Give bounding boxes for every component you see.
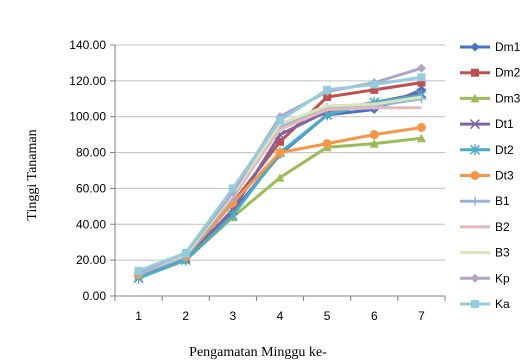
- legend-label: Dm3: [495, 91, 521, 105]
- data-point: [417, 78, 426, 87]
- legend-label: Ka: [495, 297, 510, 311]
- y-tick-label: 0.00: [83, 289, 107, 303]
- legend-label: B3: [495, 246, 510, 260]
- x-tick-label: 4: [277, 309, 284, 323]
- x-axis-title: Pengamatan Minggu ke-: [189, 345, 327, 360]
- x-tick-labels: 1 2 3 4 5 6 7: [135, 309, 425, 323]
- x-tick-label: 3: [230, 309, 237, 323]
- y-tick-label: 120.00: [69, 74, 106, 88]
- legend-marker: [470, 196, 480, 206]
- series-ka: [134, 73, 426, 275]
- legend-label: B1: [495, 194, 510, 208]
- data-point: [227, 209, 238, 221]
- data-point: [134, 266, 143, 275]
- y-axis-title: Tinggi Tanaman: [25, 129, 40, 220]
- data-point: [275, 173, 285, 182]
- y-tick-labels: 0.00 20.00 40.00 60.00 80.00 100.00 120.00 140.…: [69, 38, 106, 303]
- legend-marker: [470, 93, 480, 103]
- legend-marker: [471, 68, 479, 77]
- legend-label: Kp: [495, 271, 510, 285]
- y-tick-label: 60.00: [76, 181, 106, 195]
- legend-label: Dt3: [495, 169, 514, 183]
- legend-item: Dt2: [460, 143, 514, 157]
- legend-marker: [470, 171, 480, 180]
- series-group: [133, 63, 427, 284]
- legend-item: Ka: [460, 297, 510, 311]
- x-tick-label: 6: [371, 309, 378, 323]
- legend-label: Dt2: [495, 143, 514, 157]
- legend-item: B3: [460, 246, 510, 260]
- y-tick-label: 140.00: [69, 38, 106, 52]
- data-point: [323, 92, 332, 101]
- data-point: [228, 184, 237, 193]
- data-point: [323, 85, 332, 94]
- data-point: [181, 248, 190, 257]
- legend: Dm1 Dm2 Dm3 Dt1 Dt2 Dt3 B1 B2 B3 Kp Ka: [460, 40, 521, 311]
- data-point: [416, 122, 426, 132]
- data-point: [417, 73, 426, 82]
- data-point: [275, 148, 285, 158]
- x-tick-label: 5: [324, 309, 331, 323]
- x-tick-label: 7: [418, 309, 425, 323]
- legend-marker: [471, 300, 479, 308]
- legend-item: B2: [460, 220, 510, 234]
- y-tick-label: 100.00: [69, 110, 106, 124]
- legend-item: Dm1: [460, 40, 521, 54]
- y-tick-label: 40.00: [76, 217, 106, 231]
- data-point: [322, 139, 332, 149]
- x-tick-label: 2: [182, 309, 189, 323]
- y-tick-label: 80.00: [76, 146, 106, 160]
- legend-marker: [470, 42, 480, 52]
- legend-label: Dm1: [495, 40, 521, 54]
- x-tick-label: 1: [135, 309, 142, 323]
- data-point: [416, 133, 426, 143]
- data-point: [369, 130, 379, 140]
- legend-item: Dt1: [460, 117, 514, 131]
- legend-item: Dm2: [460, 66, 521, 80]
- legend-label: Dm2: [495, 66, 521, 80]
- data-point: [370, 80, 379, 89]
- legend-item: Kp: [460, 271, 510, 285]
- legend-marker: [469, 144, 481, 156]
- legend-item: B1: [460, 194, 510, 208]
- legend-item: Dt3: [460, 169, 514, 183]
- legend-label: Dt1: [495, 117, 514, 131]
- legend-label: B2: [495, 220, 510, 234]
- data-point: [276, 137, 284, 146]
- data-point: [369, 139, 379, 148]
- data-point: [370, 85, 379, 94]
- axes: [110, 44, 446, 301]
- legend-marker: [469, 119, 481, 130]
- y-tick-label: 20.00: [76, 253, 106, 267]
- legend-item: Dm3: [460, 91, 521, 105]
- legend-marker: [470, 273, 480, 283]
- data-point: [276, 116, 284, 125]
- data-point: [416, 63, 426, 73]
